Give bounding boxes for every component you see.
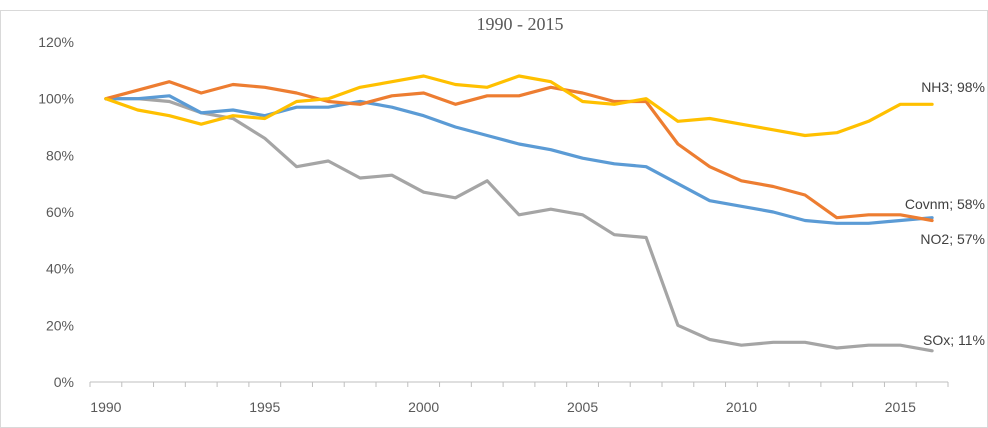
- series-line-nh3: [104, 74, 934, 138]
- series-line-sox: [104, 97, 934, 353]
- y-tick-label: 20%: [46, 317, 74, 333]
- series-line-no2: [104, 94, 934, 225]
- y-tick-label: 120%: [38, 34, 74, 50]
- x-tick-label: 2015: [885, 399, 916, 415]
- y-tick-label: 60%: [46, 204, 74, 220]
- y-axis-labels: 0% 20% 40% 60% 80% 100% 120%: [38, 34, 74, 390]
- annotation-nh3: NH3; 98%: [921, 79, 985, 95]
- chart-title: 1990 - 2015: [477, 14, 564, 34]
- annotation-covnm: Covnm; 58%: [905, 196, 985, 212]
- series-line-covnm: [104, 80, 934, 223]
- y-tick-label: 0%: [54, 374, 74, 390]
- x-tick-label: 1995: [249, 399, 280, 415]
- x-tick-label: 2000: [408, 399, 439, 415]
- y-tick-label: 100%: [38, 91, 74, 107]
- x-axis: 1990 1995 2000 2005 2010 2015: [89, 381, 949, 415]
- series-layer: [104, 74, 934, 353]
- x-tick-label: 2005: [567, 399, 598, 415]
- chart-frame: [0, 10, 988, 428]
- annotation-no2: NO2; 57%: [920, 231, 985, 247]
- y-tick-label: 40%: [46, 261, 74, 277]
- x-tick-label: 1990: [90, 399, 121, 415]
- annotation-sox: SOx; 11%: [923, 332, 985, 348]
- y-tick-label: 80%: [46, 147, 74, 163]
- annotation-layer: NH3; 98% Covnm; 58% NO2; 57% SOx; 11%: [905, 79, 985, 348]
- x-tick-label: 2010: [726, 399, 757, 415]
